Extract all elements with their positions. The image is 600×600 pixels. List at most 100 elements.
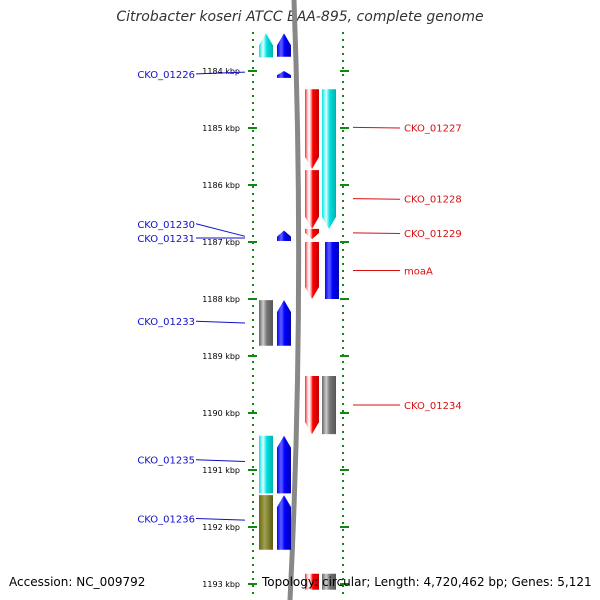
right-ruler-dot [342, 207, 344, 209]
left-ruler-dot [252, 151, 254, 153]
ruler-major-tick-left [248, 184, 257, 186]
right-ruler-dot [342, 95, 344, 97]
right-ruler-dot [342, 522, 344, 524]
ruler-label: 1184 kbp [202, 67, 240, 76]
right-ruler-dot [342, 368, 344, 370]
gene-feature-6[interactable] [305, 228, 319, 240]
left-ruler-dot [252, 326, 254, 328]
gene-feature-16[interactable] [259, 435, 273, 494]
right-ruler-dot [342, 284, 344, 286]
right-ruler-dot [342, 487, 344, 489]
left-ruler-dot [252, 396, 254, 398]
right-ruler-dot [342, 249, 344, 251]
gene-label-cko_01231[interactable]: CKO_01231 [137, 234, 195, 245]
right-ruler-dot [342, 53, 344, 55]
right-ruler-dot [342, 186, 344, 188]
right-ruler-dot [342, 452, 344, 454]
ruler-label: 1186 kbp [202, 181, 240, 190]
gene-features [259, 33, 339, 590]
gene-labels: CKO_01226 CKO_01227 CKO_01228 CKO_01229 CKO_… [137, 70, 461, 526]
ruler-major-tick-left [248, 355, 257, 357]
gene-feature-14[interactable] [322, 375, 336, 435]
gene-label-cko_01228[interactable]: CKO_01228 [404, 195, 462, 206]
gene-feature-9[interactable] [305, 242, 319, 299]
right-ruler-dot [342, 396, 344, 398]
right-ruler-dot [342, 564, 344, 566]
left-ruler-dot [252, 291, 254, 293]
gene-feature-11[interactable] [277, 300, 291, 346]
gene-label-cko_01233[interactable]: CKO_01233 [137, 317, 195, 328]
right-ruler-dot [342, 200, 344, 202]
left-ruler-dot [252, 494, 254, 496]
gene-feature-17[interactable] [277, 495, 291, 550]
gene-label-cko_01227[interactable]: CKO_01227 [404, 123, 462, 134]
left-ruler-dot [252, 144, 254, 146]
right-ruler-dot [342, 389, 344, 391]
gene-feature-19[interactable] [305, 573, 319, 590]
gene-label-moaa[interactable]: moaA [404, 267, 433, 278]
gene-feature-2[interactable] [277, 71, 291, 78]
right-ruler-dot [342, 221, 344, 223]
left-ruler-dot [252, 347, 254, 349]
gene-feature-18[interactable] [259, 495, 273, 550]
left-ruler-dot [252, 32, 254, 34]
left-ruler-dot [252, 172, 254, 174]
left-ruler-dot [252, 438, 254, 440]
left-ruler-dot [252, 102, 254, 104]
right-ruler-dot [342, 424, 344, 426]
gene-feature-0[interactable] [277, 33, 291, 57]
gene-feature-8[interactable] [277, 230, 291, 241]
gene-feature-12[interactable] [259, 300, 273, 346]
left-ruler-dot [252, 417, 254, 419]
gene-label-cko_01235[interactable]: CKO_01235 [137, 456, 195, 467]
gene-leader-line [195, 517, 246, 521]
ruler-label: 1192 kbp [202, 523, 240, 532]
gene-label-cko_01234[interactable]: CKO_01234 [404, 401, 462, 412]
right-ruler-dot [342, 501, 344, 503]
gene-feature-15[interactable] [277, 435, 291, 494]
ruler-major-tick-left [248, 298, 257, 300]
gene-label-cko_01230[interactable]: CKO_01230 [137, 220, 195, 231]
right-ruler-dot [342, 88, 344, 90]
accession-text: Accession: NC_009792 [9, 575, 146, 589]
left-ruler-dot [252, 340, 254, 342]
map-title: Citrobacter koseri ATCC BAA-895, complet… [116, 9, 484, 25]
left-ruler-dot [252, 193, 254, 195]
ruler-major-tick-right [340, 241, 349, 243]
right-ruler-dot [342, 116, 344, 118]
left-ruler-dot [252, 550, 254, 552]
gene-label-cko_01229[interactable]: CKO_01229 [404, 229, 462, 240]
left-ruler-dot [252, 88, 254, 90]
gene-leader-line [195, 223, 246, 237]
gene-label-cko_01236[interactable]: CKO_01236 [137, 514, 195, 525]
right-ruler-dot [342, 123, 344, 125]
gene-feature-20[interactable] [322, 573, 336, 590]
gene-feature-3[interactable] [305, 89, 319, 170]
ruler-major-tick-left [248, 241, 257, 243]
right-ruler-dot [342, 46, 344, 48]
gene-feature-5[interactable] [305, 170, 319, 229]
left-ruler-dot [252, 508, 254, 510]
right-ruler-dot [342, 480, 344, 482]
gene-feature-1[interactable] [259, 33, 273, 58]
gene-feature-10[interactable] [325, 242, 339, 299]
right-ruler-dot [342, 193, 344, 195]
ruler-major-tick-right [340, 469, 349, 471]
right-ruler-dot [342, 32, 344, 34]
gene-label-cko_01226[interactable]: CKO_01226 [137, 70, 195, 81]
ruler-ticks: 1184 kbp 1185 kbp 1186 kbp 1187 kbp 1188 kbp… [202, 32, 349, 594]
right-ruler-dot [342, 319, 344, 321]
gene-feature-13[interactable] [305, 375, 319, 435]
right-ruler-dot [342, 67, 344, 69]
left-ruler-dot [252, 67, 254, 69]
left-ruler-dot [252, 228, 254, 230]
right-ruler-dot [342, 256, 344, 258]
gene-feature-4[interactable] [322, 89, 336, 229]
left-ruler-dot [252, 123, 254, 125]
right-ruler-dot [342, 571, 344, 573]
ruler-major-tick-right [340, 298, 349, 300]
left-ruler-dot [252, 459, 254, 461]
ruler-major-tick-left [248, 70, 257, 72]
left-ruler-dot [252, 578, 254, 580]
